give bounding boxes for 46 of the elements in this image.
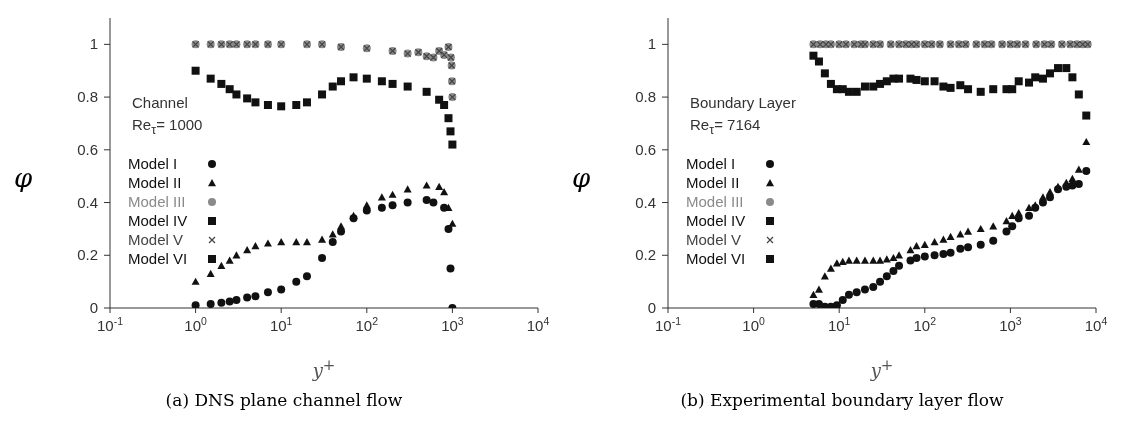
y-tick-label: 0.6 — [635, 140, 656, 158]
x-tick-label: 10$^{0}$ — [742, 315, 766, 334]
x-tick-label: 10$^{2}$ — [355, 315, 379, 334]
legend-label: Model I — [128, 154, 179, 173]
legend-label: Model I — [686, 154, 737, 173]
y-axis-title: φ — [572, 163, 591, 193]
legend-label: Model II — [686, 173, 741, 192]
x-tick-label: 10$^{0}$ — [184, 315, 208, 334]
y-tick-label: 0.2 — [77, 246, 98, 264]
annotation: Channel — [132, 93, 189, 113]
x-tick-label: 10$^{4}$ — [1084, 315, 1108, 334]
x-tick-label: 10$^{-1}$ — [96, 315, 124, 334]
y-tick-label: 0 — [647, 299, 656, 316]
x-tick-label: 10$^{-1}$ — [654, 315, 682, 334]
legend-label: Model II — [128, 173, 183, 192]
y-tick-label: 0.4 — [635, 193, 656, 211]
y-tick-label: 0.8 — [635, 88, 656, 106]
legend-label: Model V — [686, 230, 743, 249]
x-tick-label: 10$^{3}$ — [999, 315, 1022, 334]
y-tick-label: 0 — [89, 299, 98, 316]
legend-label: Model III — [128, 192, 187, 211]
legend-label: Model VI — [128, 249, 189, 268]
annotation: Re$_{τ}$= 7164 — [690, 115, 762, 139]
annotation: Boundary Layer — [690, 93, 796, 113]
x-axis-title: y$^{+}$ — [311, 356, 337, 381]
x-tick-label: 10$^{2}$ — [913, 315, 937, 334]
y-tick-label: 0.4 — [77, 193, 98, 211]
legend-label: Model IV — [686, 211, 747, 230]
x-tick-label: 10$^{1}$ — [827, 315, 851, 334]
y-tick-label: 0.6 — [77, 140, 98, 158]
x-tick-label: 10$^{3}$ — [441, 315, 464, 334]
text: (a) DNS plane channel flow — [164, 390, 404, 410]
y-tick-label: 1 — [647, 35, 656, 53]
y-tick-label: 1 — [89, 35, 98, 53]
legend-label: Model III — [686, 192, 745, 211]
annotation: Re$_{τ}$= 1000 — [132, 115, 203, 139]
y-axis-title: φ — [14, 163, 33, 193]
x-axis-title: y$^{+}$ — [869, 356, 895, 381]
x-tick-label: 10$^{1}$ — [269, 315, 293, 334]
x-tick-label: 10$^{4}$ — [526, 315, 550, 334]
legend-label: Model VI — [686, 249, 747, 268]
text: (b) Experimental boundary layer flow — [679, 390, 1005, 410]
y-tick-label: 0.8 — [77, 88, 98, 106]
legend-label: Model V — [128, 230, 185, 249]
y-tick-label: 0.2 — [635, 246, 656, 264]
legend-label: Model IV — [128, 211, 189, 230]
